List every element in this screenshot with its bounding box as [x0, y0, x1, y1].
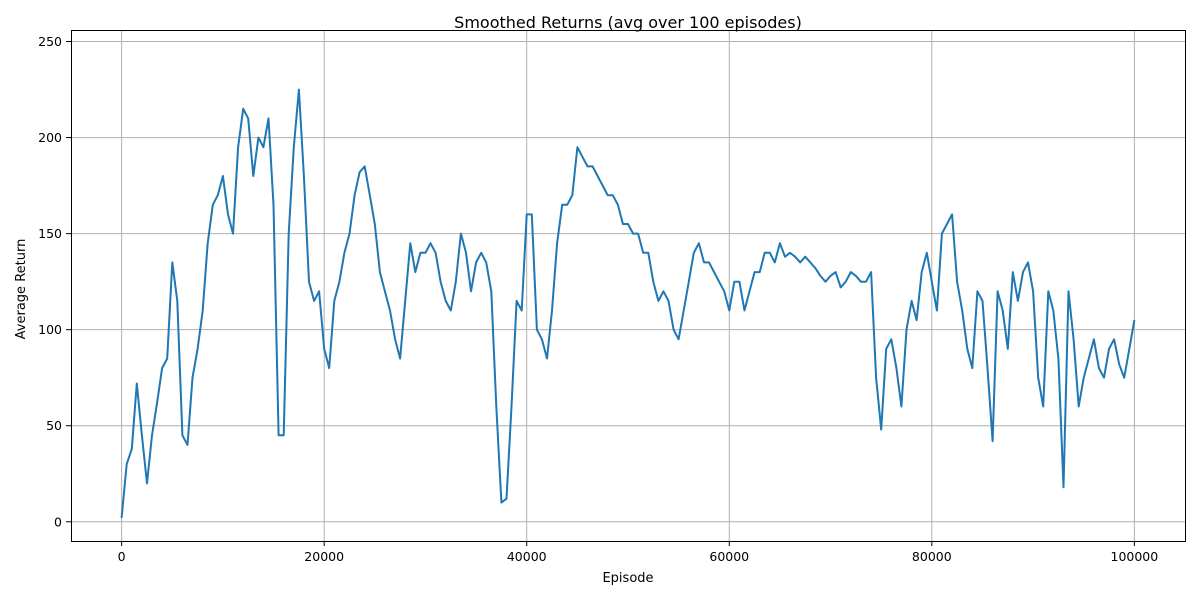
- x-tick-label: 40000: [507, 549, 547, 564]
- y-tick-label: 250: [38, 34, 62, 49]
- y-tick-label: 0: [54, 514, 62, 529]
- x-tick-label: 0: [118, 549, 126, 564]
- x-tick-label: 60000: [709, 549, 749, 564]
- x-tick-label: 80000: [912, 549, 952, 564]
- x-axis-label: Episode: [602, 571, 653, 586]
- y-tick-label: 100: [38, 322, 62, 337]
- series-layer: [120, 88, 1136, 518]
- plot-frame: [71, 30, 1186, 542]
- x-tick-label: 100000: [1111, 549, 1159, 564]
- y-axis: 0 50 100 150 200 250: [38, 34, 71, 529]
- y-tick-label: 50: [46, 418, 62, 433]
- x-axis: 0 20000 40000 60000 80000 100000: [118, 541, 1159, 564]
- series-line: [120, 88, 1136, 518]
- x-tick-label: 20000: [304, 549, 344, 564]
- y-tick-label: 200: [38, 130, 62, 145]
- y-tick-label: 150: [38, 226, 62, 241]
- chart-title: Smoothed Returns (avg over 100 episodes): [454, 13, 802, 32]
- y-axis-label: Average Return: [14, 239, 29, 340]
- grid: [71, 30, 1185, 541]
